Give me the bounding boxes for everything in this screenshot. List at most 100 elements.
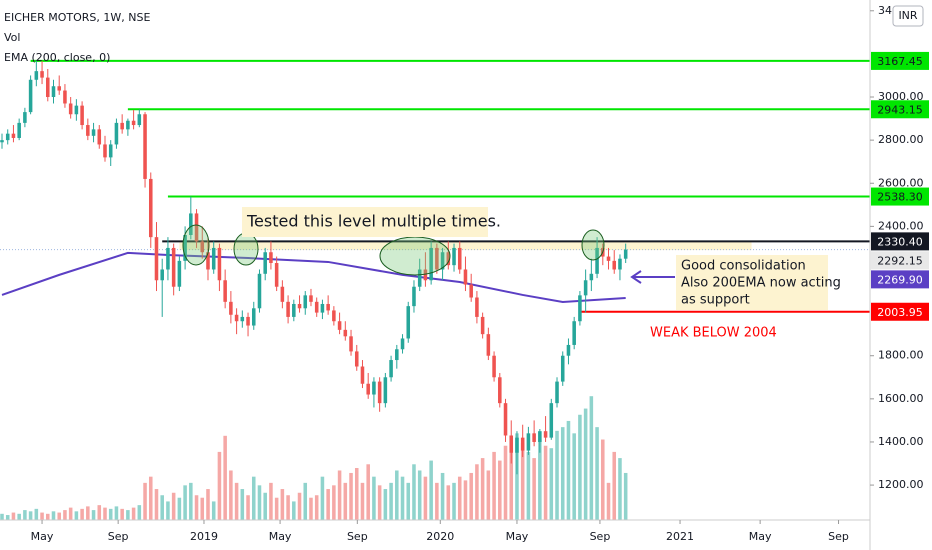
candle-body <box>612 260 617 270</box>
candle-body <box>543 431 548 438</box>
candle-body <box>452 247 456 266</box>
volume-bar <box>309 497 313 520</box>
candle-body <box>251 308 256 326</box>
price-label-box <box>871 51 929 70</box>
candle-body <box>320 303 325 313</box>
volume-bar <box>417 470 422 520</box>
candle-body <box>269 252 273 264</box>
candle-body <box>560 355 565 382</box>
volume-bar <box>560 427 565 520</box>
candle-body <box>463 269 468 285</box>
candle-body <box>51 86 56 98</box>
candle-body <box>63 90 67 104</box>
x-tick-label: 2021 <box>666 530 694 543</box>
candle-body <box>160 269 164 281</box>
volume-bar <box>578 414 582 520</box>
price-label-box <box>871 302 929 321</box>
candle-body <box>229 301 233 315</box>
volume-bar <box>171 492 176 520</box>
volume-bar <box>223 435 227 520</box>
volume-bar <box>137 505 142 520</box>
volume-bar <box>349 472 353 520</box>
candle-body <box>263 252 267 274</box>
candle-body <box>240 316 245 322</box>
volume-bar <box>332 485 336 520</box>
candle-body <box>389 360 393 378</box>
volume-bar <box>63 510 67 520</box>
candle-body <box>549 403 554 438</box>
candle-body <box>280 286 285 302</box>
candle-body <box>589 273 594 281</box>
annotation: Also 200EMA now acting <box>681 276 841 291</box>
candle-body <box>498 377 502 404</box>
volume-bar <box>520 443 525 520</box>
highlight-ellipse <box>182 224 210 266</box>
candle-body <box>131 120 136 126</box>
volume-bar <box>200 497 205 520</box>
candle-body <box>429 247 433 281</box>
candle-body <box>343 329 348 337</box>
volume-bar <box>469 472 473 520</box>
candle-body <box>309 295 313 302</box>
candle-body <box>435 247 439 270</box>
candle-body <box>515 437 519 453</box>
candle-body <box>189 213 193 235</box>
candle-body <box>17 122 21 138</box>
price-label: 3167.45 <box>877 55 923 68</box>
volume-bar <box>377 485 382 520</box>
candle-body <box>57 86 61 91</box>
volume-bar <box>74 511 79 520</box>
volume-bar <box>480 458 485 520</box>
volume-bar <box>612 451 617 520</box>
highlight-ellipse <box>379 236 451 276</box>
volume-bar <box>492 451 496 520</box>
candle-body <box>217 247 222 281</box>
candle-body <box>292 303 296 317</box>
candle-body <box>332 310 336 322</box>
volume-bar <box>515 433 519 520</box>
x-tick-label: May <box>31 530 54 543</box>
candle-body <box>383 377 388 404</box>
candle-body <box>108 144 113 158</box>
volume-bar <box>143 482 147 520</box>
candle-body <box>274 263 279 287</box>
arrow-head <box>630 270 642 284</box>
candle-body <box>572 321 576 345</box>
candle-body <box>457 247 462 270</box>
volume-bar <box>395 470 399 520</box>
volume-bar <box>343 482 348 520</box>
price-label-box <box>871 187 929 206</box>
price-label: 2292.15 <box>877 254 923 267</box>
candle-body <box>618 258 622 270</box>
volume-bar <box>463 480 468 520</box>
candle-body <box>509 435 514 453</box>
candle-body <box>297 303 302 309</box>
volume-bar <box>292 501 296 520</box>
volume-bar <box>498 460 502 520</box>
price-label-box <box>871 270 929 289</box>
volume-bar <box>126 510 130 520</box>
y-tick-label: 1600.00 <box>878 392 924 405</box>
volume-bar <box>166 501 170 520</box>
y-tick-label: 1800.00 <box>878 349 924 362</box>
volume-bar <box>429 460 433 520</box>
candle-body <box>303 295 308 309</box>
volume-bar <box>28 511 33 520</box>
volume-bar <box>68 507 73 520</box>
y-tick-label: 1400.00 <box>878 435 924 448</box>
volume-bar <box>194 495 199 520</box>
candle-body <box>34 71 39 80</box>
volume-bar <box>383 489 388 520</box>
candle-body <box>595 247 599 274</box>
volume-bar <box>320 476 325 520</box>
volume-bar <box>57 512 61 520</box>
volume-bar <box>412 464 416 520</box>
candle-body <box>126 120 130 130</box>
volume-bar <box>246 495 250 520</box>
volume-bar <box>595 427 599 520</box>
price-label: 2943.15 <box>877 103 923 116</box>
volume-bar <box>251 476 256 520</box>
candle-body <box>469 284 473 298</box>
candle-body <box>74 105 79 115</box>
volume-bar <box>503 445 508 520</box>
